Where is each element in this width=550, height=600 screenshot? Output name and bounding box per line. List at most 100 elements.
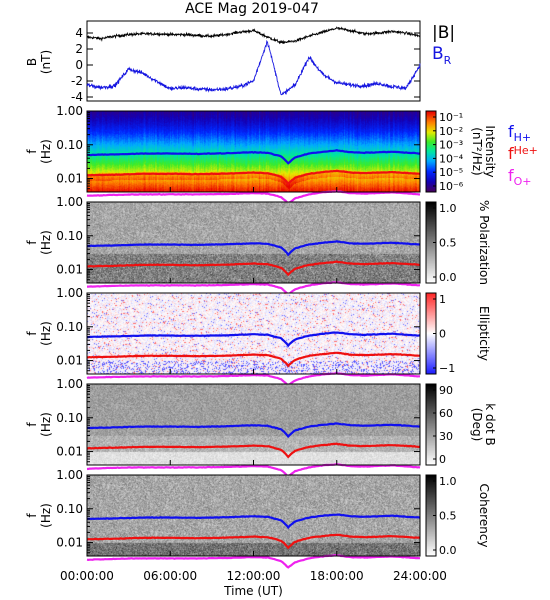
y-tick-label: 0.01 [56, 263, 83, 277]
legend-sub: He+ [514, 144, 538, 157]
polarization-panel: 1.00 0.10 0.01 f (Hz) 1.0 0.5 0.0 % Polarization [25, 195, 491, 296]
y-tick-label: -4 [71, 90, 83, 104]
y-axis-label: f [25, 331, 39, 336]
legend-btot: |B| [432, 23, 455, 43]
legend-br-sub: R [444, 54, 452, 67]
y-tick-label: 0 [75, 58, 83, 72]
gyrofrequency-line-fH [87, 149, 421, 165]
colorbar-tick-label: 10⁻⁶ [439, 180, 464, 193]
series-btot-line [86, 26, 421, 45]
plot-frame [86, 20, 421, 102]
y-tick-label: 0.10 [56, 502, 83, 516]
colorbar-tick-label: 90 [439, 384, 453, 397]
y-tick-label: 1.00 [56, 377, 83, 391]
gyrofrequency-line-fH [87, 331, 421, 348]
y-tick-label: 0.01 [56, 354, 83, 368]
y-tick-label: 0.10 [56, 229, 83, 243]
colorbar-frame [425, 383, 437, 466]
y-tick-label: 4 [75, 26, 83, 40]
colorbar-tick-label: 10⁻⁵ [439, 166, 463, 179]
colorbar-tick-label: 1 [439, 293, 446, 306]
legend-sub: O+ [514, 175, 532, 188]
y-tick-label: 1.00 [56, 468, 83, 482]
gyrofrequency-line-fO [86, 372, 420, 388]
colorbar-tick-label: 0.5 [439, 510, 457, 523]
legend-base: f [508, 166, 514, 185]
colorbar-tick-label: 10⁻² [439, 125, 463, 138]
gyrofrequency-line-fHe [86, 442, 421, 459]
y-axis-unit: (Hz) [39, 139, 53, 164]
legend-base: f [508, 144, 514, 163]
magnetic-field-panel: B (nT) 420-2-4 |B| BR [25, 20, 455, 104]
colorbar-label: k dot B [483, 403, 497, 445]
y-axis-label: f [25, 422, 39, 427]
gyrofrequency-line-fH [86, 240, 421, 257]
colorbar [426, 202, 436, 283]
colorbar-label: Intensity [483, 125, 497, 177]
y-tick-label: 0.01 [56, 172, 83, 186]
gyrofrequency-line-fH [87, 513, 421, 530]
colorbar-tick-label: 1.0 [439, 475, 457, 488]
y-axis-label: B [25, 58, 39, 66]
gyrofrequency-line-fHe [86, 169, 421, 186]
y-tick-label: 1.00 [56, 286, 83, 300]
y-tick-label: 1.00 [56, 195, 83, 209]
colorbar [426, 384, 436, 465]
y-tick-label: 0.10 [56, 138, 83, 152]
colorbar-tick-label: 0 [439, 453, 446, 466]
y-tick-label: -2 [71, 74, 83, 88]
chart-title: ACE Mag 2019-047 [185, 1, 319, 17]
x-tick-label: 00:00:00 [60, 569, 114, 583]
colorbar-tick-label: 60 [439, 407, 453, 420]
series-br-line [86, 39, 421, 96]
colorbar-tick-label: 10⁻¹ [439, 111, 463, 124]
gyrofrequency-line-fO [87, 281, 421, 296]
gyrofrequency-line-fO [86, 462, 421, 479]
colorbar-tick-label: 0 [439, 328, 446, 341]
intensity-panel: 1.00 0.10 0.01 f (Hz) 10⁻¹10⁻²10⁻³10⁻⁴10⁻⁵10⁻… [25, 104, 497, 206]
x-tick-label: 24:00:00 [393, 569, 447, 583]
y-axis-unit: (Hz) [39, 321, 53, 346]
legend-fH: fH+ [508, 122, 531, 144]
legend-fHe: fHe+ [508, 144, 538, 163]
colorbar-unit: (nT²/Hz) [470, 127, 484, 175]
colorbar-tick-label: 0.0 [439, 271, 457, 284]
colorbar-tick-label: 0.5 [439, 237, 457, 250]
gyrofrequency-line-fHe [86, 351, 420, 368]
colorbar-label: Ellipticity [477, 306, 491, 361]
x-tick-label: 06:00:00 [143, 569, 197, 583]
colorbar [426, 475, 436, 556]
y-tick-label: 0.01 [56, 536, 83, 550]
gyrofrequency-line-fO [86, 190, 421, 206]
gyrofrequency-line-fHe [86, 260, 421, 277]
gyrofrequency-line-fH [86, 422, 420, 439]
colorbar-tick-label: −1 [439, 362, 455, 375]
legend-base: f [508, 122, 514, 141]
gyrofrequency-line-fO [86, 554, 420, 569]
colorbar-label: % Polarization [477, 200, 491, 285]
x-axis-label: Time (UT) [223, 584, 283, 598]
y-axis-label: f [25, 149, 39, 154]
ellipticity-panel: 1.00 0.10 0.01 f (Hz) 1 0 −1 Ellipticity [25, 286, 491, 388]
y-axis-unit: (nT) [39, 50, 53, 74]
colorbar-tick-label: 1.0 [439, 202, 457, 215]
y-tick-label: 1.00 [56, 104, 83, 118]
colorbar-label: Coherency [477, 483, 491, 547]
legend-fO: fO+ [508, 166, 532, 188]
y-tick-label: 0.01 [56, 445, 83, 459]
k-dot-b-panel: 1.00 0.10 0.01 f (Hz) 90 60 30 0 k dot B(Deg) [25, 377, 497, 479]
y-tick-label: 2 [75, 42, 83, 56]
colorbar-tick-label: 0.0 [439, 544, 457, 557]
legend-br: BR [432, 44, 452, 67]
colorbar-tick-label: 10⁻⁴ [439, 152, 464, 165]
y-axis-unit: (Hz) [39, 230, 53, 255]
y-axis-label: f [25, 513, 39, 518]
y-tick-label: 0.10 [56, 320, 83, 334]
legend-br-base: B [432, 44, 444, 64]
x-tick-label: 18:00:00 [310, 569, 364, 583]
y-axis-unit: (Hz) [39, 412, 53, 437]
colorbar-unit: (Deg) [470, 408, 484, 442]
colorbar [426, 293, 436, 374]
colorbar [426, 111, 436, 192]
